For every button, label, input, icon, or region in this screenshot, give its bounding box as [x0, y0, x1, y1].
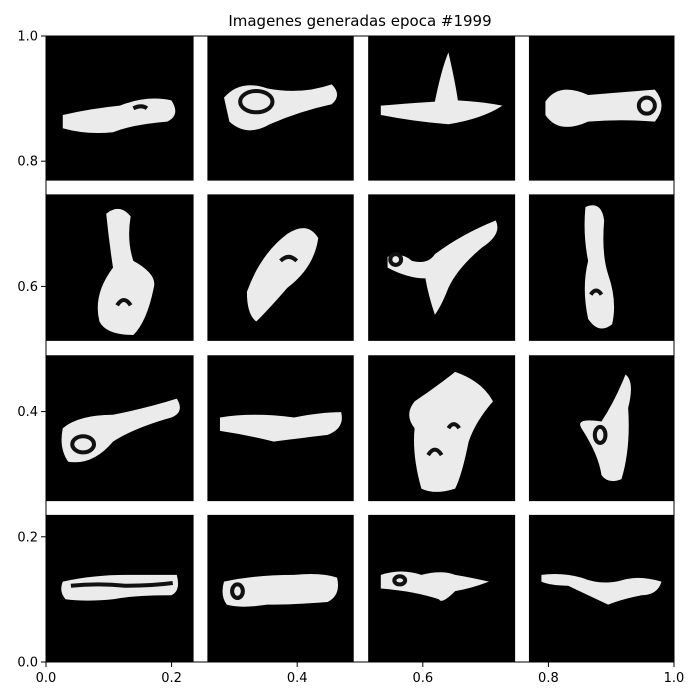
y-axis: 0.0 0.2 0.4 0.6 0.8 1.0 [17, 30, 46, 671]
generated-shape-r3-c1 [222, 574, 339, 607]
generated-shapes [61, 52, 662, 607]
y-tick-label: 0.4 [17, 405, 38, 420]
generated-shape-r0-c2 [380, 52, 503, 125]
axes-frame [45, 35, 675, 663]
generated-shape-r2-c3 [580, 374, 631, 482]
generated-shape-r1-c1 [246, 228, 319, 322]
generated-shape-r0-c1 [224, 84, 338, 131]
y-tick-label: 0.6 [17, 280, 38, 295]
generated-shape-r1-c2 [387, 220, 498, 315]
generated-shape-r2-c0 [61, 398, 180, 463]
x-tick-label: 0.6 [412, 671, 433, 686]
generated-shape-r0-c0 [62, 98, 176, 134]
generated-shape-r3-c2 [380, 571, 489, 601]
generated-shape-r3-c3 [541, 574, 662, 605]
y-tick-label: 1.0 [17, 30, 38, 45]
x-tick-label: 1.0 [664, 671, 685, 686]
generated-shape-r3-c0 [61, 574, 179, 601]
x-tick-label: 0.8 [538, 671, 559, 686]
generated-shape-r1-c3 [584, 205, 615, 329]
x-tick-label: 0.4 [287, 671, 308, 686]
x-axis: 0.0 0.2 0.4 0.6 0.8 1.0 [36, 662, 685, 686]
y-tick-label: 0.8 [17, 155, 38, 170]
generated-shape-r0-c3 [545, 89, 662, 127]
x-tick-label: 0.0 [36, 671, 57, 686]
generated-shape-r1-c0 [97, 208, 155, 336]
chart-title: Imagenes generadas epoca #1999 [228, 12, 491, 30]
image-grid [46, 36, 674, 662]
x-tick-label: 0.2 [161, 671, 182, 686]
generated-shape-r2-c2 [409, 371, 494, 492]
y-tick-label: 0.2 [17, 530, 38, 545]
y-tick-label: 0.0 [17, 656, 38, 671]
generated-shape-r2-c1 [219, 412, 342, 442]
